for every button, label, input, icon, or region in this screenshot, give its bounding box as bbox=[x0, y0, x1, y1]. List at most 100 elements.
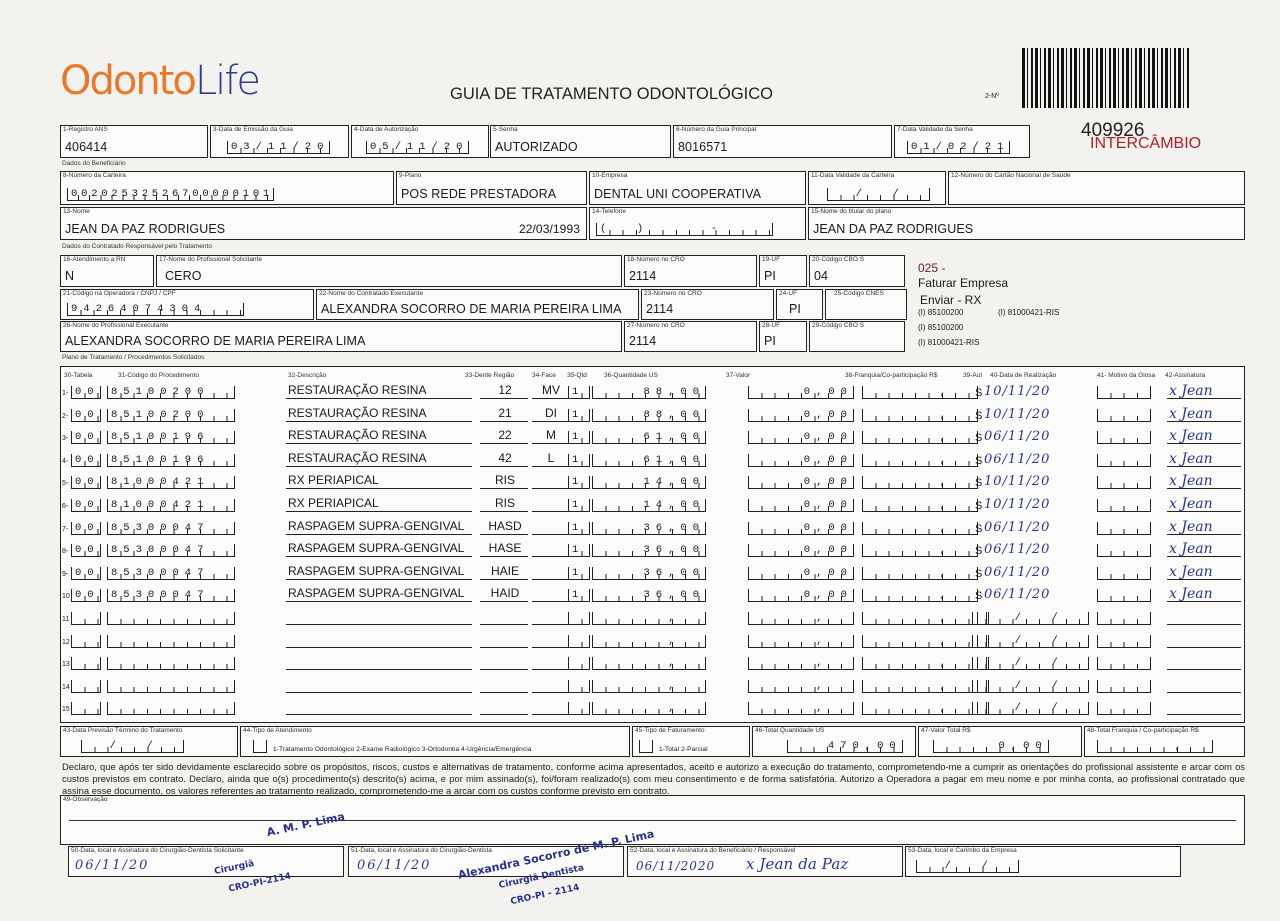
label: 20-Código CBO S bbox=[812, 256, 865, 263]
table-row: 15 , , , / / bbox=[62, 697, 1242, 717]
field-observacao[interactable]: 49-Observação bbox=[60, 795, 1245, 845]
descricao: RX PERIAPICAL bbox=[286, 473, 472, 490]
field-cbo-executante: 29-Código CBO S bbox=[809, 321, 905, 352]
label: 6-Número da Guia Principal bbox=[676, 126, 757, 133]
field-assinatura-solicitante: 50-Data, local e Assinatura do Cirurgião… bbox=[68, 846, 344, 877]
face bbox=[532, 632, 568, 648]
label: 11-Data Validade da Carteira bbox=[811, 172, 895, 179]
franquia-cells: , bbox=[862, 589, 978, 603]
valor-cells: 0,00 bbox=[748, 544, 854, 558]
motivo-glosa-cells bbox=[1097, 634, 1152, 648]
table-row: 10 00 85300047 RASPAGEM SUPRA-GENGIVAL HAID 1… bbox=[62, 584, 1242, 604]
descricao: RASPAGEM SUPRA-GENGIVAL bbox=[286, 519, 472, 535]
table-row: 11 , , , / / bbox=[62, 607, 1242, 627]
checkbox[interactable] bbox=[639, 740, 653, 753]
field-titular-plano: 15-Nome do titular do plano JEAN DA PAZ R… bbox=[808, 207, 1245, 240]
dente: 42 bbox=[480, 451, 528, 467]
label: 22-Nome do Contratado Executante bbox=[319, 290, 424, 297]
field-profissional-solicitante: 17-Nome do Profissional Solicitante CERO bbox=[156, 255, 622, 287]
value: 05/11/20 bbox=[366, 141, 470, 154]
data-realizacao: 06/11/20 bbox=[984, 451, 1051, 467]
field-total-us: 46-Total Quantidade US 470,00 bbox=[752, 726, 916, 757]
data-realizacao: 06/11/20 bbox=[984, 587, 1051, 603]
qtd-cells: 1 bbox=[568, 499, 590, 512]
table-row: 7- 00 85300047 RASPAGEM SUPRA-GENGIVAL HASD 1… bbox=[62, 517, 1242, 537]
header-qtd-us: 36-Quantidade US bbox=[604, 372, 658, 379]
logo-text-odonto: Odonto bbox=[60, 58, 197, 104]
qtd-cells bbox=[568, 634, 590, 648]
valor-cells: , bbox=[748, 634, 854, 648]
codigo-cells bbox=[107, 612, 236, 625]
dente: 22 bbox=[480, 428, 528, 445]
codigo-cells: 81000421 bbox=[107, 476, 235, 490]
assinatura: x Jean bbox=[1167, 406, 1241, 422]
codigo-cells bbox=[107, 702, 236, 716]
label: 53-Data, local e Carimbo da Empresa bbox=[908, 847, 1017, 854]
date: 06/11/2020 bbox=[636, 859, 716, 873]
value: ( ) - bbox=[596, 223, 774, 236]
franquia-cells: , bbox=[862, 544, 978, 558]
field-uf-solicitante: 19-UF PI bbox=[759, 255, 807, 287]
label: 44-Tipo de Atendimento bbox=[243, 727, 312, 734]
value: / / bbox=[81, 740, 185, 753]
label: 48-Total Franquia / Co-participação R$ bbox=[1087, 727, 1199, 734]
field-validade-carteira: 11-Data Validade da Carteira / / bbox=[808, 171, 946, 205]
label: 8-Número da Carteira bbox=[63, 172, 126, 179]
qtd-cells: 1 bbox=[568, 408, 590, 422]
label: 29-Código CBO S bbox=[812, 322, 865, 329]
field-contratado-executante: 22-Nome do Contratado Executante ALEXANDR… bbox=[316, 289, 639, 320]
franquia-cells: , bbox=[862, 476, 978, 490]
dente: 21 bbox=[480, 406, 528, 422]
header-face: 34-Face bbox=[532, 372, 556, 379]
dente bbox=[480, 677, 528, 693]
value: / / bbox=[827, 188, 931, 201]
qtd-cells: 1 bbox=[568, 589, 590, 603]
options: 1-Tratamento Odontológico 2-Exame Radiol… bbox=[273, 746, 532, 753]
row-number: 6- bbox=[62, 503, 69, 510]
row-number: 9- bbox=[62, 570, 69, 578]
motivo-glosa-cells bbox=[1097, 476, 1152, 490]
table-row: 3- 00 85100196 RESTAURAÇÃO RESINA 22 M 1 61,00 0… bbox=[62, 426, 1242, 446]
franquia-cells: , bbox=[862, 431, 978, 445]
label: 5-Senha bbox=[493, 126, 518, 133]
motivo-glosa-cells bbox=[1097, 499, 1152, 512]
options: 1-Total 2-Parcial bbox=[659, 746, 708, 753]
aut: S bbox=[975, 545, 983, 558]
table-row: 12 , , , / / bbox=[62, 630, 1242, 650]
dente bbox=[480, 699, 528, 716]
note-code: 025 - bbox=[918, 261, 946, 275]
row-number: 3- bbox=[62, 435, 69, 443]
codigo-cells: 85100196 bbox=[107, 431, 235, 445]
value: 2114 bbox=[646, 302, 674, 316]
qtd-cells bbox=[568, 657, 590, 671]
valor-cells: , bbox=[748, 612, 854, 625]
note-line2: (I) 85100200 bbox=[918, 323, 964, 332]
face bbox=[532, 473, 568, 490]
label: 1-Registro ANS bbox=[63, 126, 108, 133]
number-label: 2-Nº bbox=[985, 93, 999, 100]
row-number: 15 bbox=[62, 706, 70, 714]
checkbox[interactable] bbox=[253, 740, 267, 753]
label: 51-Data, local e Assinatura do Cirurgião… bbox=[351, 847, 492, 854]
table-row: 5- 00 81000421 RX PERIAPICAL RIS 1 14,00 0,00 ,… bbox=[62, 471, 1242, 491]
label: 52-Data, local e Assinatura do Beneficiá… bbox=[630, 847, 796, 854]
birth-date: 22/03/1993 bbox=[518, 222, 580, 236]
label: 7-Data Validade da Senha bbox=[897, 126, 973, 133]
field-cro-solicitante: 18-Número no CRO 2114 bbox=[624, 255, 757, 287]
assinatura: x Jean bbox=[1167, 428, 1241, 445]
valor-cells: 0,00 bbox=[748, 453, 854, 467]
data-realizacao: 06/11/20 bbox=[984, 519, 1051, 535]
aut: S bbox=[975, 590, 983, 603]
qtd-us-cells: 61,00 bbox=[592, 431, 706, 445]
motivo-glosa-cells bbox=[1097, 679, 1152, 693]
dente: HASD bbox=[480, 519, 528, 535]
label: 45-Tipo de Faturamento bbox=[635, 727, 705, 734]
codigo-cells: 81000421 bbox=[107, 499, 235, 512]
value: PI bbox=[789, 302, 802, 316]
value: , bbox=[1097, 740, 1213, 753]
section-plano: Plano de Tratamento / Procedimentos Soli… bbox=[62, 354, 205, 361]
label: 46-Total Quantidade US bbox=[755, 727, 825, 734]
tabela-cells: 00 bbox=[71, 408, 101, 422]
row-number: 7- bbox=[62, 525, 69, 533]
tabela-cells bbox=[71, 679, 101, 693]
